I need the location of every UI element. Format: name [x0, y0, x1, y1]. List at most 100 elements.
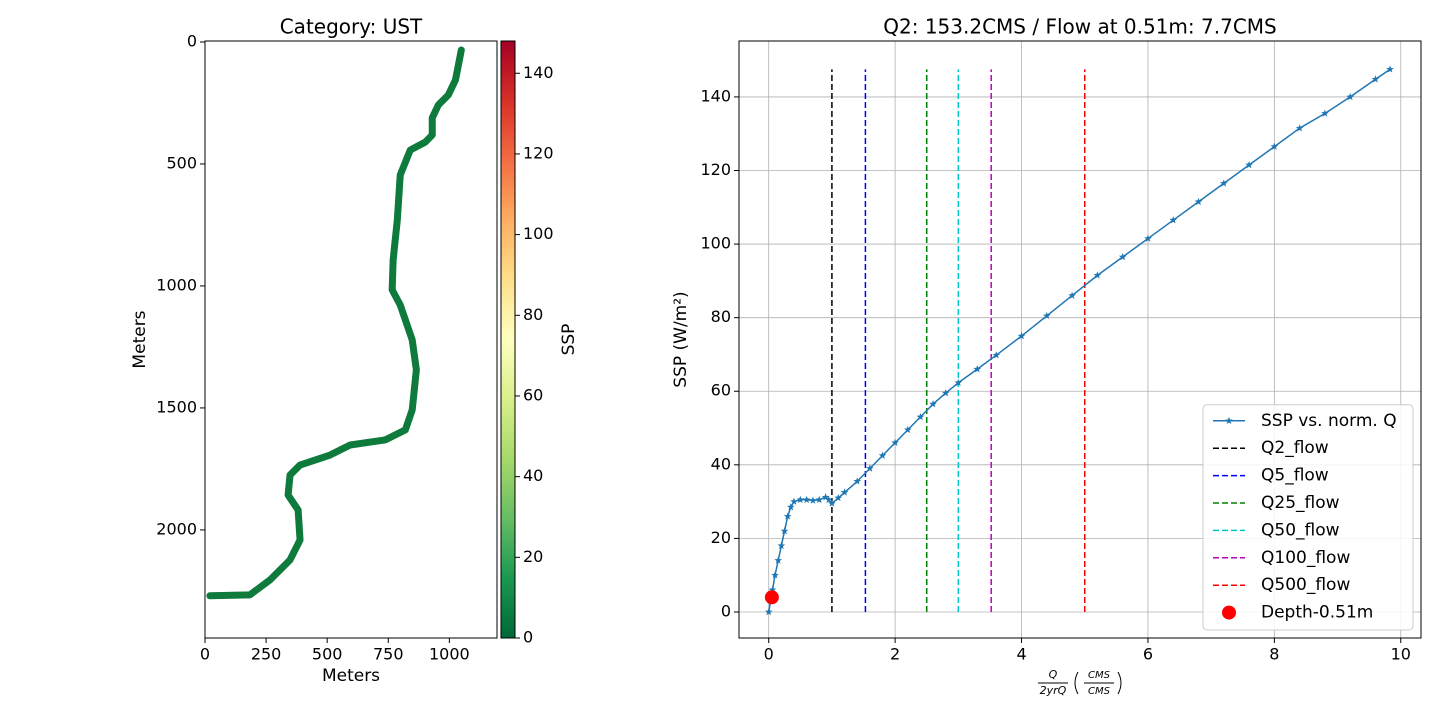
marker: [1144, 234, 1152, 242]
marker: [840, 488, 849, 496]
x-tick-label: 500: [312, 645, 343, 664]
marker: [790, 497, 798, 505]
river: [206, 46, 465, 600]
marker: [1346, 92, 1355, 101]
colorbar-tick-label: 100: [523, 224, 554, 243]
y-axis-label: Meters: [130, 310, 150, 368]
y-tick-label: 500: [166, 153, 197, 172]
y-tick-label: 20: [711, 528, 731, 547]
x-tick-label: 750: [373, 645, 404, 664]
marker: [941, 389, 950, 397]
axes-frame: [738, 40, 1422, 639]
y-tick-label: 0: [187, 31, 197, 50]
marker: [815, 495, 824, 504]
legend-marker: [1222, 605, 1236, 620]
point: [764, 590, 779, 605]
y-tick-label: 40: [711, 454, 731, 473]
marker: [954, 378, 963, 387]
x-tick-label: 8: [1269, 645, 1279, 664]
y-tick-label: 140: [700, 86, 731, 105]
marker: [1270, 142, 1279, 150]
y-tick-label: 80: [711, 307, 731, 326]
marker: [878, 451, 887, 459]
legend-label: Q2_flow: [1261, 438, 1329, 458]
legend-label: Q5_flow: [1261, 466, 1329, 486]
y-tick-label: 0: [721, 601, 731, 620]
y-tick-label: 2000: [156, 519, 197, 538]
marker: [809, 496, 817, 504]
marker: [802, 495, 811, 504]
marker: [1118, 252, 1127, 261]
marker: [1068, 291, 1076, 299]
legend-label: Q50_flow: [1261, 520, 1340, 540]
marker: [777, 541, 786, 549]
marker: [1245, 160, 1253, 169]
chart-title: Category: UST: [280, 15, 423, 39]
legend-label: Q100_flow: [1261, 548, 1350, 568]
marker: [1093, 271, 1102, 279]
legend-label: Q500_flow: [1261, 575, 1350, 595]
x-tick-label: 4: [1016, 645, 1026, 664]
marker: [916, 413, 925, 421]
colorbar-tick-label: 140: [523, 63, 554, 82]
colorbar-tick-label: 0: [523, 628, 533, 647]
marker: [774, 556, 782, 564]
paren: [1117, 671, 1122, 695]
x-tick-label: 10: [1391, 645, 1411, 664]
colorbar-tick-label: 60: [523, 385, 543, 404]
marker: [1169, 216, 1178, 224]
marker: [853, 477, 861, 485]
y-tick-label: 60: [711, 381, 731, 400]
marker: [768, 585, 777, 594]
marker: [891, 438, 899, 446]
marker: [992, 351, 1001, 359]
colorbar-tick-label: 40: [523, 466, 543, 485]
x-axis-label: Meters: [322, 666, 380, 686]
colorbar-tick-label: 20: [523, 547, 543, 566]
y-tick-label: 120: [700, 160, 731, 179]
marker: [780, 527, 789, 535]
marker: [764, 607, 773, 616]
x-label-unit-numerator: CMS: [1088, 670, 1111, 681]
legend-label: SSP vs. norm. Q: [1261, 411, 1397, 431]
marker: [1386, 65, 1394, 73]
colorbar: [500, 40, 516, 639]
marker: [796, 495, 805, 504]
marker: [1219, 179, 1228, 187]
x-tick-label: 0: [200, 645, 210, 664]
x-tick-label: 250: [251, 645, 282, 664]
marker: [929, 400, 937, 408]
marker: [866, 464, 874, 472]
marker: [771, 571, 779, 579]
x-label-unit-denominator: CMS: [1088, 686, 1111, 697]
x-label-numerator: Q: [1049, 668, 1058, 681]
paren: [1074, 671, 1079, 695]
y-axis-label: SSP (W/m²): [671, 291, 691, 387]
plot-area: [764, 65, 1394, 616]
x-label-denominator: 2yrQ: [1040, 684, 1067, 697]
marker: [903, 425, 912, 434]
marker: [1043, 311, 1051, 320]
series-line: [767, 68, 1391, 613]
colorbar-tick-label: 80: [523, 305, 543, 324]
legend-label: Q25_flow: [1261, 493, 1340, 513]
plot-area: [206, 46, 465, 600]
x-tick-label: 2: [890, 645, 900, 664]
marker: [821, 493, 830, 501]
x-tick-label: 1000: [429, 645, 470, 664]
colorbar-label: SSP: [559, 324, 579, 356]
marker: [783, 512, 792, 520]
legend-label: Depth-0.51m: [1261, 603, 1373, 623]
marker: [1371, 75, 1380, 83]
marker: [824, 495, 833, 504]
marker: [1321, 109, 1329, 117]
x-tick-label: 0: [764, 645, 774, 664]
y-tick-label: 1000: [156, 275, 197, 294]
y-tick-label: 1500: [156, 397, 197, 416]
y-tick-label: 100: [700, 234, 731, 253]
marker: [973, 365, 982, 373]
x-tick-label: 6: [1143, 645, 1153, 664]
axes-frame: [204, 40, 498, 639]
legend: [1202, 404, 1414, 631]
colorbar-tick-label: 120: [523, 143, 554, 162]
